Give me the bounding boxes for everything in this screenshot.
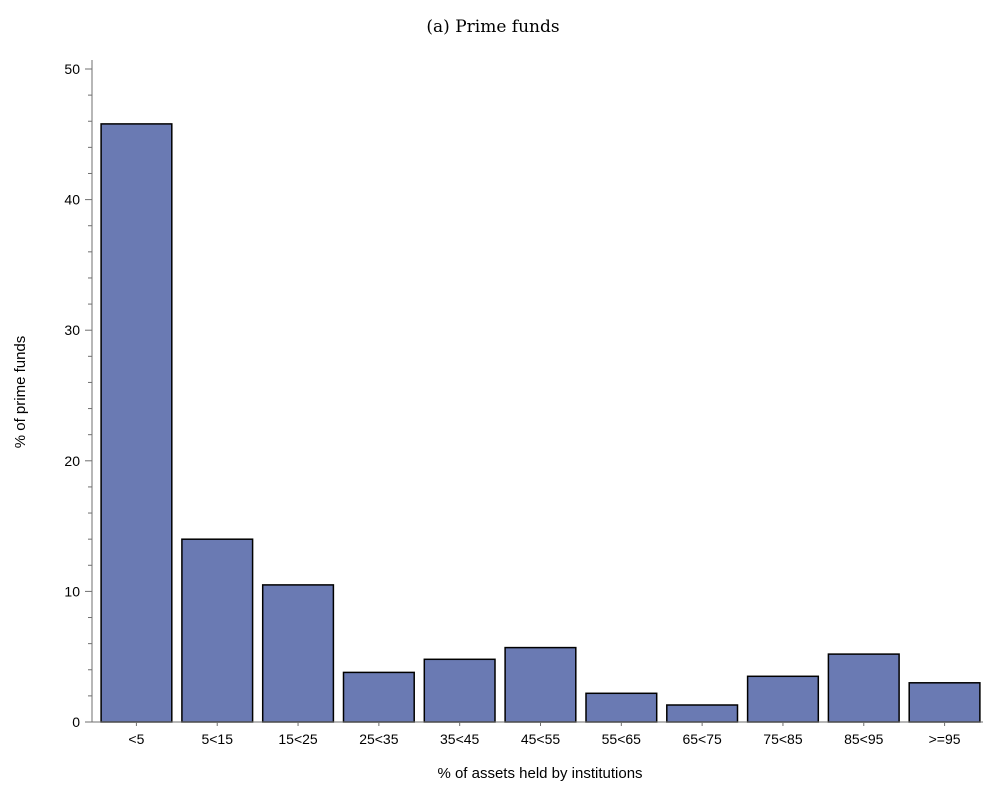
x-tick-label: 5<15 [201, 731, 233, 747]
x-tick-label: 35<45 [440, 731, 480, 747]
y-tick-label: 30 [64, 322, 80, 338]
bar-0 [100, 123, 173, 723]
y-tick-label: 10 [64, 583, 80, 599]
bar-6 [585, 692, 658, 723]
y-axis-label: % of prime funds [12, 336, 29, 449]
bar-10 [908, 682, 981, 723]
bar-7 [666, 704, 739, 723]
chart-title: (a) Prime funds [426, 17, 559, 37]
x-tick-label: 55<65 [602, 731, 642, 747]
bars-group [100, 123, 981, 723]
x-axis-label: % of assets held by institutions [437, 765, 642, 782]
y-tick-label: 50 [64, 61, 80, 77]
plot-area: 0 10 20 30 40 50 <5 5<15 15<25 25<35 35<45 45<55 55… [64, 60, 983, 747]
bar-3 [342, 671, 415, 723]
y-tick-label: 0 [72, 714, 80, 730]
y-ticks-group: 0 10 20 30 40 50 [64, 61, 92, 730]
x-tick-label: <5 [128, 731, 144, 747]
x-tick-label: 45<55 [521, 731, 561, 747]
x-tick-label: 65<75 [682, 731, 722, 747]
bar-9 [827, 653, 900, 723]
bar-8 [746, 675, 820, 723]
bar-2 [261, 584, 335, 723]
bar-4 [423, 658, 496, 723]
x-tick-label: 85<95 [844, 731, 884, 747]
bar-1 [181, 538, 254, 723]
y-tick-label: 20 [64, 453, 80, 469]
x-ticks-group: <5 5<15 15<25 25<35 35<45 45<55 55<65 65<75 75<8… [128, 722, 961, 747]
x-tick-label: 25<35 [359, 731, 399, 747]
x-tick-label: 75<85 [763, 731, 803, 747]
x-tick-label: >=95 [929, 731, 961, 747]
x-tick-label: 15<25 [278, 731, 318, 747]
bar-5 [504, 646, 577, 723]
y-tick-label: 40 [64, 192, 80, 208]
